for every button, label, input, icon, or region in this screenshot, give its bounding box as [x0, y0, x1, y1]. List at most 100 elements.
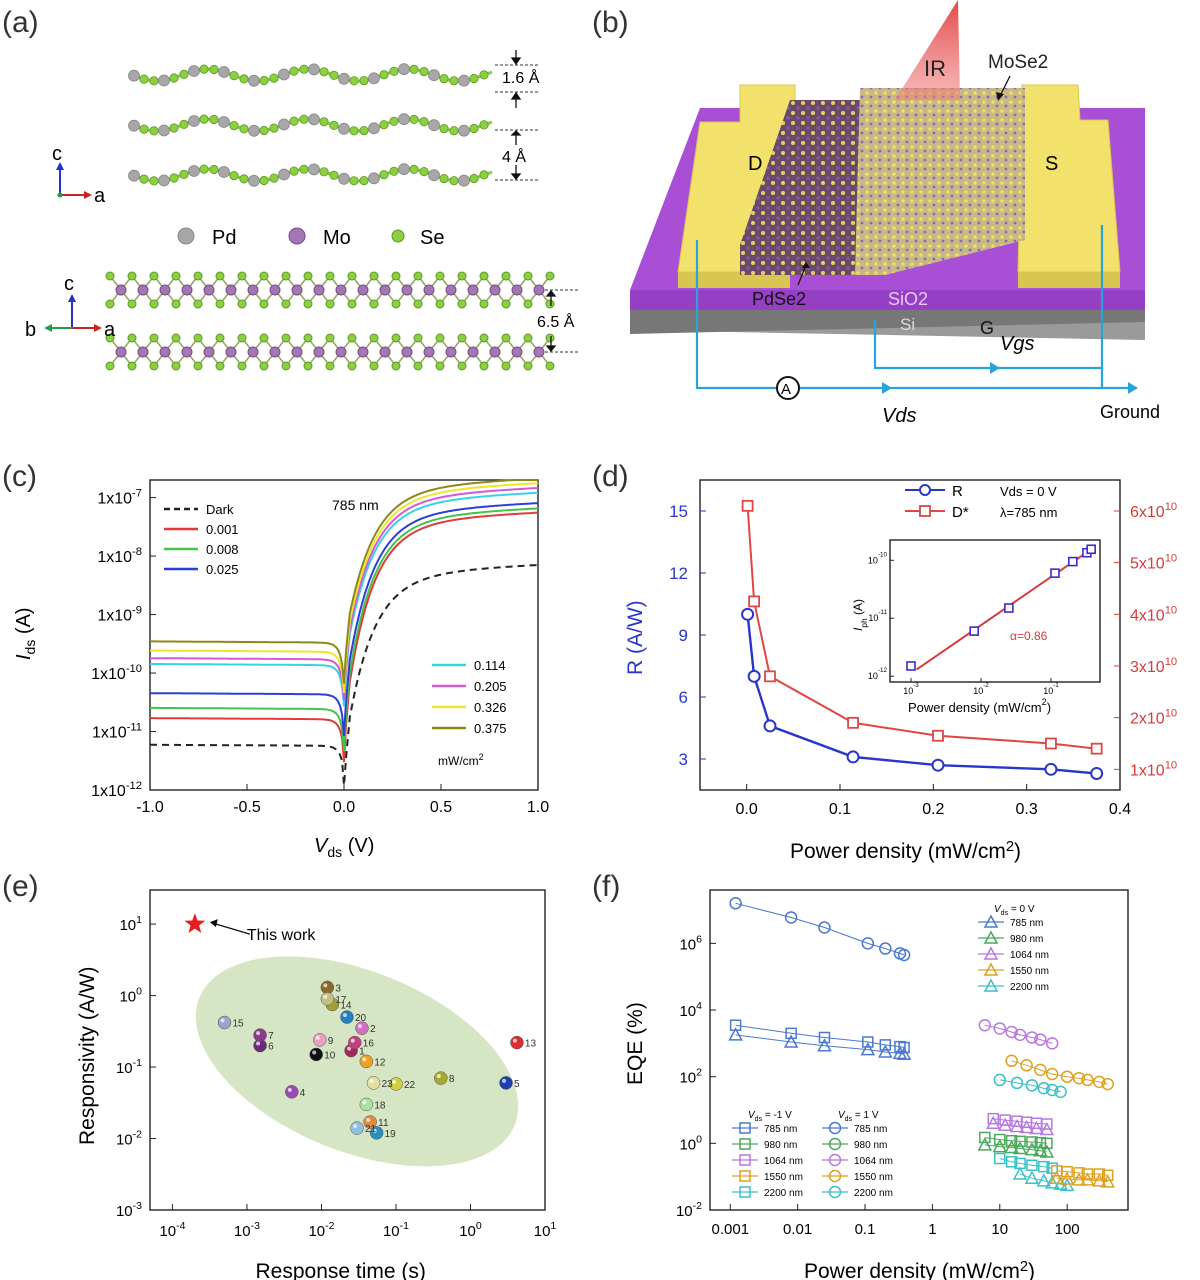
se-atom	[419, 167, 429, 177]
eqe-marker	[1025, 1079, 1039, 1092]
data-point-10	[309, 1047, 323, 1062]
data-point-23	[366, 1076, 381, 1090]
mo-atom	[115, 346, 127, 358]
se-atom	[501, 361, 511, 371]
mose2-flake	[855, 88, 1025, 275]
legend-pd: Pd	[212, 227, 236, 249]
se-atom	[171, 333, 181, 343]
legend-label: 2200 nm	[764, 1188, 803, 1199]
pd-atom	[458, 174, 470, 187]
pd-atom	[218, 66, 230, 78]
point-label: 7	[268, 1031, 274, 1042]
y2-tick-label: 6x1010	[1130, 501, 1177, 521]
legend-label: 785 nm	[764, 1124, 797, 1135]
eqe-marker	[1038, 1160, 1050, 1173]
point-label: 5	[514, 1079, 520, 1090]
se-atom	[379, 70, 389, 80]
eqe-line	[1056, 1177, 1108, 1183]
axis-glyph-ca: c a	[52, 143, 106, 207]
se-atom	[479, 361, 489, 371]
eqe-marker	[1026, 1136, 1038, 1148]
x-tick-label: 100	[1055, 1221, 1080, 1238]
inset-y-tick-label: 10-11	[868, 609, 887, 623]
y-tick-label: 15	[669, 502, 688, 521]
y-tick-label: 10-1	[116, 1057, 142, 1077]
se-atom	[469, 73, 479, 84]
r-marker	[1090, 766, 1104, 780]
eqe-marker	[1036, 1173, 1052, 1187]
mo-atom	[489, 346, 501, 358]
eqe-marker	[1005, 1054, 1018, 1068]
eqe-marker	[1049, 1170, 1064, 1184]
eqe-marker	[1005, 1156, 1018, 1168]
pd-atom	[128, 69, 140, 82]
se-atom	[325, 299, 335, 309]
legend-marker	[983, 962, 999, 976]
eqe-marker	[1026, 1159, 1038, 1172]
eqe-marker	[1012, 1166, 1028, 1180]
legend-marker	[983, 914, 999, 928]
y-tick-label: 9	[679, 626, 688, 645]
eqe-marker	[994, 1133, 1006, 1146]
se-atom	[545, 271, 555, 281]
point-label: 11	[378, 1118, 389, 1129]
point-label: 10	[324, 1050, 336, 1061]
se-atom	[193, 271, 203, 281]
r-marker	[1044, 762, 1058, 776]
inset-y-label: Iph (A)	[851, 599, 869, 631]
point-highlight	[362, 1057, 367, 1062]
se-atom	[389, 66, 399, 76]
se-atom	[413, 333, 423, 343]
se-atom	[439, 74, 449, 84]
y2-tick-label: 3x1010	[1130, 656, 1177, 676]
legend-marker	[828, 1153, 842, 1167]
x-tick-label: 1.0	[527, 799, 549, 816]
data-point-12	[359, 1054, 374, 1069]
se-atom	[523, 271, 533, 281]
panel-label-e: (e)	[2, 870, 39, 903]
se-atom	[215, 271, 225, 281]
se-atom	[349, 126, 359, 136]
pdse2-label: PdSe2	[752, 289, 806, 309]
legend-label: 0.008	[206, 542, 239, 557]
pd-atom	[278, 118, 290, 131]
mo-atom	[137, 346, 149, 358]
legend-se: Se	[420, 227, 444, 249]
y2-tick-label: 5x1010	[1130, 553, 1177, 573]
eqe-marker	[1045, 1067, 1059, 1081]
se-atom	[501, 333, 511, 343]
inset-y-tick-label: 10-10	[868, 551, 888, 565]
se-atom	[179, 119, 189, 130]
se-atom	[193, 299, 203, 309]
se-atom	[303, 299, 313, 309]
se-atom	[319, 67, 329, 77]
axis-a2-label: a	[104, 319, 116, 341]
se-atom	[209, 114, 219, 125]
eqe-marker	[1045, 1037, 1059, 1050]
se-atom	[359, 176, 369, 186]
eqe-marker	[1034, 1033, 1047, 1046]
eqe-marker	[818, 1031, 831, 1044]
x-tick-label: 0.3	[1016, 801, 1038, 818]
point-highlight	[357, 1024, 362, 1029]
y-axis-label: Responsivity (A/W)	[76, 966, 99, 1145]
y-tick-label: 10-2	[116, 1129, 142, 1149]
cluster-ellipse	[195, 956, 519, 1167]
se-atom	[239, 74, 249, 84]
eqe-marker	[1013, 1028, 1027, 1042]
legend-label: 0.375	[474, 721, 507, 736]
y-tick-label: 100	[679, 1133, 702, 1153]
eqe-line	[999, 1158, 1053, 1169]
legend-marker	[828, 1121, 842, 1135]
se-atom	[329, 170, 339, 180]
sio2-label: SiO2	[888, 289, 928, 309]
eqe-marker	[860, 1042, 876, 1056]
se-atom	[171, 299, 181, 309]
pd-atom	[368, 122, 380, 135]
se-atom	[237, 271, 247, 281]
inset-y-tick-label: 10-12	[868, 667, 888, 681]
x-tick-label: 0.1	[829, 801, 851, 818]
eqe-marker	[1024, 1170, 1040, 1184]
chart-title: 785 nm	[332, 497, 379, 513]
legend-marker	[739, 1170, 751, 1182]
